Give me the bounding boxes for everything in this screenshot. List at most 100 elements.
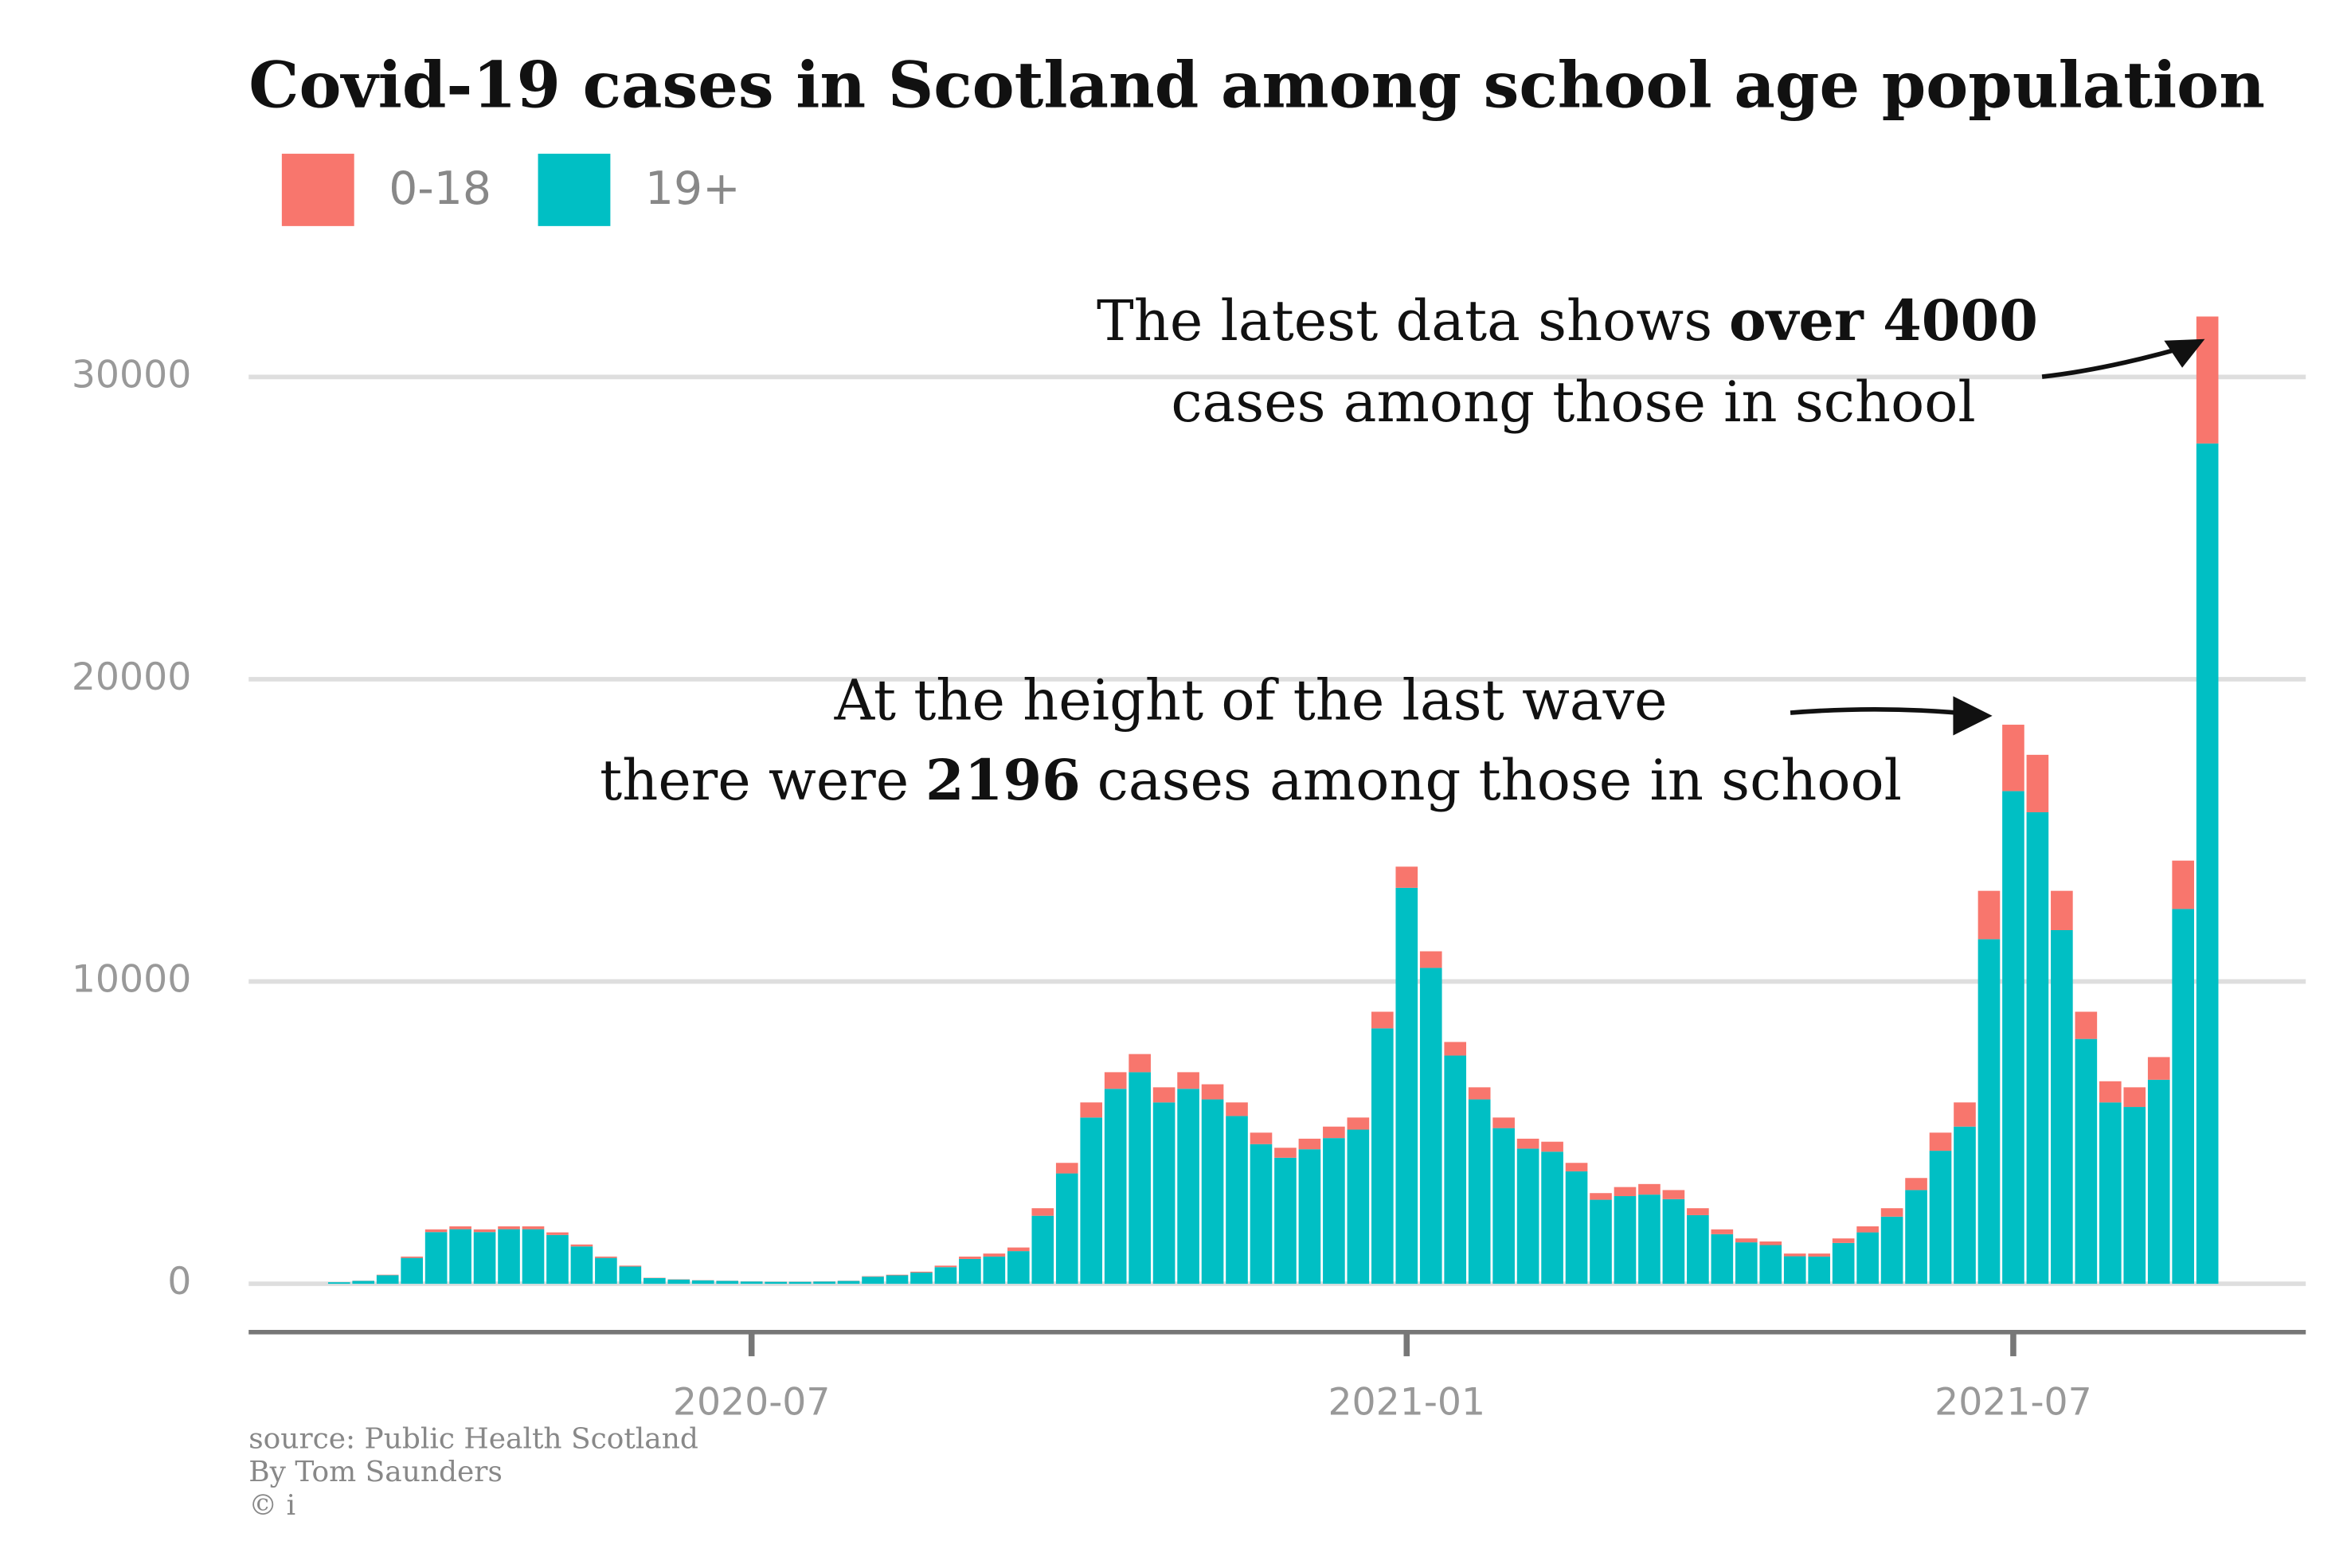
bar-segment (619, 1266, 642, 1285)
bar-segment (1468, 1099, 1491, 1285)
bar-segment (1177, 1072, 1199, 1089)
bar-segment (473, 1232, 496, 1285)
x-tick-label: 2020-07 (673, 1381, 831, 1425)
bar-segment (2075, 1011, 2098, 1039)
annotation-part: 2196 (925, 747, 1081, 813)
annotations: The latest data shows over 4000 cases amon… (600, 287, 2038, 813)
bar-segment (1419, 951, 1442, 968)
bar-segment (983, 1253, 1006, 1257)
bar-segment (522, 1229, 545, 1285)
bar-segment (1711, 1229, 1734, 1234)
bar-segment (1323, 1126, 1345, 1139)
x-tick-label: 2021-01 (1328, 1381, 1485, 1425)
bar-segment (1662, 1198, 1685, 1285)
annotation: The latest data shows over 4000 (1097, 287, 2038, 354)
bar-segment (1977, 890, 2001, 940)
bar-segment (327, 1282, 350, 1285)
bar-segment (1929, 1151, 1952, 1285)
bar-segment (1735, 1238, 1758, 1243)
bar-segment (1323, 1138, 1345, 1285)
bar-segment (498, 1229, 520, 1285)
bar-segment (1783, 1256, 1806, 1285)
plot-area: 0 10000 20000 30000 2020-07 2021-01 2021-07 (72, 316, 2306, 1425)
bar-segment (1104, 1089, 1127, 1285)
bar-segment (1711, 1234, 1734, 1285)
bar-segment (1977, 939, 2001, 1285)
bar-segment (1007, 1247, 1030, 1252)
bar-segment (2099, 1102, 2122, 1285)
bar-segment (691, 1280, 714, 1285)
bar-segment (667, 1279, 690, 1285)
bar-segment (1565, 1163, 1588, 1171)
bar-segment (1832, 1238, 1855, 1243)
bar-segment (1735, 1242, 1758, 1285)
bar-segment (1516, 1138, 1539, 1149)
bar-segment (1856, 1226, 1879, 1233)
bar-segment (1468, 1087, 1491, 1100)
legend-swatch (538, 154, 611, 226)
bar-segment (1590, 1193, 1612, 1200)
bar-segment (473, 1229, 496, 1233)
bar-segment (1541, 1141, 1563, 1152)
source-note: By Tom Saunders (248, 1456, 503, 1488)
legend-swatch (281, 154, 354, 226)
bar-segment (401, 1256, 423, 1258)
bar-segment (2172, 860, 2195, 909)
bar-segment (1783, 1253, 1806, 1257)
bar-segment (1152, 1102, 1176, 1285)
bar-segment (1419, 968, 1442, 1285)
bar-segment (546, 1232, 569, 1235)
bar-segment (1590, 1199, 1612, 1285)
bar-segment (352, 1281, 375, 1285)
bar-segment (1808, 1253, 1831, 1257)
source-note: © i (248, 1489, 295, 1522)
bar-segment (1614, 1196, 1637, 1285)
bar-segment (2099, 1081, 2122, 1103)
bar-segment (1492, 1128, 1515, 1285)
bar-segment (2196, 316, 2219, 444)
bar-segment (424, 1232, 448, 1285)
bar-segment (449, 1229, 471, 1285)
y-tick-label: 10000 (72, 958, 191, 1002)
bar-segment (740, 1281, 763, 1285)
bar-segment (1226, 1116, 1248, 1285)
annotation: cases among those in school (1171, 370, 1975, 435)
bar-segment (1274, 1157, 1297, 1285)
bar-segment (765, 1281, 787, 1285)
y-tick-label: 0 (167, 1260, 191, 1304)
bar-segment (2196, 443, 2219, 1285)
bar-segment (1905, 1178, 1927, 1191)
bar-segment (813, 1281, 835, 1285)
bar-segment (886, 1274, 909, 1276)
bar-segment (934, 1267, 957, 1285)
bar-segment (1759, 1241, 1782, 1245)
arrow (1790, 706, 1975, 717)
bar-segment (643, 1277, 666, 1285)
bar-segment (1152, 1087, 1176, 1103)
bar-segment (546, 1234, 569, 1285)
annotation-part: there were (600, 748, 909, 813)
bar-segment (1201, 1099, 1224, 1285)
bar-segment (2147, 1079, 2170, 1285)
legend-label: 0-18 (389, 162, 491, 215)
bar-segment (1638, 1183, 1661, 1195)
bar-segment (1638, 1195, 1661, 1285)
arrowhead (1953, 696, 1993, 736)
y-tick-label: 30000 (72, 353, 191, 397)
bar-segment (910, 1273, 933, 1285)
bar-segment (1371, 1011, 1394, 1029)
legend: 0-18 19+ (281, 154, 741, 226)
bar-segment (1055, 1173, 1078, 1285)
bar-segment (570, 1244, 593, 1247)
chart-title: Covid-19 cases in Scotland among school … (248, 47, 2265, 122)
arrowhead (2164, 338, 2205, 368)
bar-segment (1856, 1232, 1879, 1285)
annotation-part: over 4000 (1729, 287, 2038, 354)
annotation-part: At the height of the last wave (834, 668, 1668, 733)
bar-segment (910, 1271, 933, 1273)
bar-segment (1929, 1132, 1952, 1152)
bar-segment (1250, 1132, 1273, 1144)
bar-segment (1055, 1163, 1078, 1174)
